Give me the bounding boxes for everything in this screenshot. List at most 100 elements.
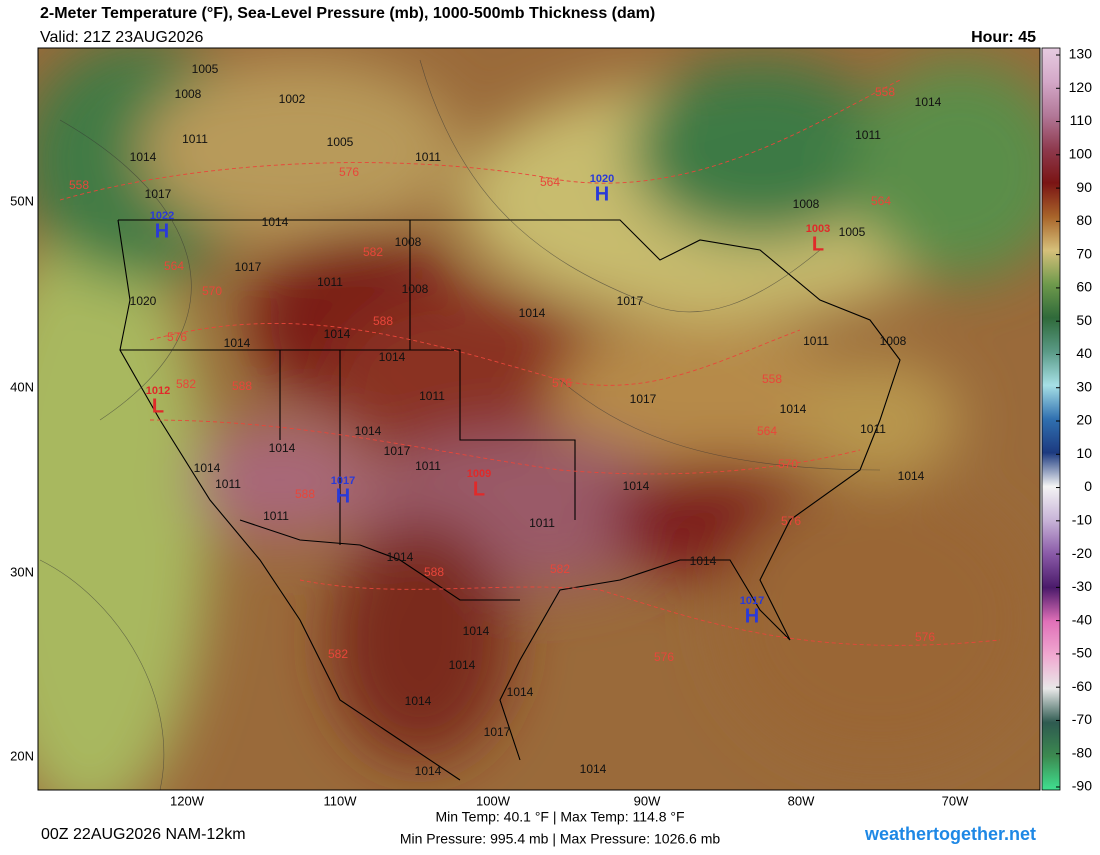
colorbar-label: -40 xyxy=(1072,611,1092,627)
pressure-label: 1014 xyxy=(269,441,296,455)
pressure-label: 1014 xyxy=(449,658,476,672)
pressure-label: 1014 xyxy=(507,685,534,699)
thickness-label: 576 xyxy=(339,165,359,179)
pressure-label: 1014 xyxy=(262,215,289,229)
pressure-label: 1011 xyxy=(415,150,441,164)
footer-pressure: Min Pressure: 995.4 mb | Max Pressure: 1… xyxy=(400,831,721,847)
colorbar-label: -90 xyxy=(1072,778,1092,794)
high-pressure: 1017 xyxy=(740,595,764,607)
colorbar-label: -20 xyxy=(1072,545,1092,561)
footer-site: weathertogether.net xyxy=(864,824,1036,844)
colorbar-label: 20 xyxy=(1076,412,1092,428)
pressure-label: 1008 xyxy=(395,235,422,249)
lat-label: 40N xyxy=(10,379,34,394)
pressure-label: 1008 xyxy=(402,282,429,296)
pressure-label: 1011 xyxy=(529,516,555,530)
lat-label: 30N xyxy=(10,564,34,579)
colorbar-label: 50 xyxy=(1076,312,1092,328)
colorbar-label: 0 xyxy=(1084,478,1092,494)
thickness-label: 582 xyxy=(328,647,348,661)
coastlines-borders xyxy=(117,219,901,781)
lat-label: 50N xyxy=(10,193,34,208)
colorbar-label: 60 xyxy=(1076,279,1092,295)
colorbar-label: 30 xyxy=(1076,378,1092,394)
pressure-label: 1014 xyxy=(130,150,157,164)
colorbar-label: 10 xyxy=(1076,445,1092,461)
thickness-label: 588 xyxy=(424,565,444,579)
pressure-label: 1014 xyxy=(690,554,717,568)
high-symbol: H xyxy=(155,220,169,242)
pressure-label: 1011 xyxy=(415,459,441,473)
colorbar-label: 110 xyxy=(1070,112,1093,128)
lon-label: 110W xyxy=(324,793,358,808)
colorbar-label: -80 xyxy=(1072,744,1092,760)
thickness-label: 564 xyxy=(757,424,777,438)
low-symbol: L xyxy=(152,395,164,417)
colorbar-label: 40 xyxy=(1076,345,1092,361)
low-pressure: 1009 xyxy=(467,468,491,480)
thickness-label: 576 xyxy=(167,330,187,344)
thickness-label: 588 xyxy=(373,314,393,328)
lat-label: 20N xyxy=(10,748,34,763)
thickness-label: 564 xyxy=(540,175,560,189)
pressure-label: 1014 xyxy=(623,479,650,493)
pressure-label: 1002 xyxy=(279,92,306,106)
pressure-label: 1014 xyxy=(898,469,925,483)
thickness-label: 564 xyxy=(164,259,184,273)
high-symbol: H xyxy=(595,183,609,205)
pressure-label: 1014 xyxy=(405,694,432,708)
pressure-label: 1014 xyxy=(324,327,351,341)
thickness-label: 576 xyxy=(552,376,572,390)
thickness-label: 558 xyxy=(875,85,895,99)
colorbar-label: -10 xyxy=(1072,512,1092,528)
thickness-label: 582 xyxy=(550,562,570,576)
high-pressure: 1022 xyxy=(150,210,174,222)
low-pressure: 1012 xyxy=(146,385,170,397)
pressure-label: 1017 xyxy=(384,444,411,458)
pressure-label: 1017 xyxy=(145,187,172,201)
pressure-label: 1014 xyxy=(379,350,406,364)
thickness-label: 576 xyxy=(915,630,935,644)
pressure-label: 1005 xyxy=(192,62,219,76)
pressure-label: 1017 xyxy=(630,392,657,406)
low-pressure: 1003 xyxy=(806,223,830,235)
pressure-label: 1008 xyxy=(880,334,907,348)
thickness-label: 588 xyxy=(232,379,252,393)
lon-label: 80W xyxy=(788,793,815,808)
pressure-label: 1011 xyxy=(182,132,208,146)
map-frame xyxy=(37,47,1041,791)
lon-label: 100W xyxy=(476,793,511,808)
pressure-label: 1005 xyxy=(839,225,866,239)
footer-run: 00Z 22AUG2026 NAM-12km xyxy=(41,826,246,843)
colorbar-label: 130 xyxy=(1069,46,1093,62)
pressure-label: 1014 xyxy=(415,764,442,778)
pressure-label: 1014 xyxy=(519,306,546,320)
pressure-label: 1008 xyxy=(175,87,202,101)
colorbar-label: -70 xyxy=(1072,711,1092,727)
thickness-label: 576 xyxy=(781,514,801,528)
high-symbol: H xyxy=(336,485,350,507)
thickness-label: 558 xyxy=(762,372,782,386)
colorbar-label: 100 xyxy=(1069,146,1093,162)
pressure-label: 1011 xyxy=(419,389,445,403)
thickness-label: 564 xyxy=(871,194,891,208)
lon-label: 120W xyxy=(170,793,205,808)
high-symbol: H xyxy=(745,605,759,627)
footer-temp: Min Temp: 40.1 °F | Max Temp: 114.8 °F xyxy=(435,809,684,825)
pressure-label: 1011 xyxy=(263,509,289,523)
pressure-label: 1014 xyxy=(224,336,251,350)
high-pressure: 1017 xyxy=(331,475,355,487)
thickness-label: 588 xyxy=(295,487,315,501)
thickness-label: 558 xyxy=(69,178,89,192)
pressure-label: 1011 xyxy=(803,334,829,348)
pressure-label: 1020 xyxy=(130,294,157,308)
pressure-label: 1014 xyxy=(355,424,382,438)
pressure-label: 1014 xyxy=(387,550,414,564)
map-title: 2-Meter Temperature (°F), Sea-Level Pres… xyxy=(40,5,655,22)
pressure-label: 1008 xyxy=(793,197,820,211)
pressure-label: 1014 xyxy=(580,762,607,776)
lon-label: 70W xyxy=(942,793,969,808)
thickness-label: 582 xyxy=(363,245,383,259)
pressure-label: 1017 xyxy=(617,294,644,308)
